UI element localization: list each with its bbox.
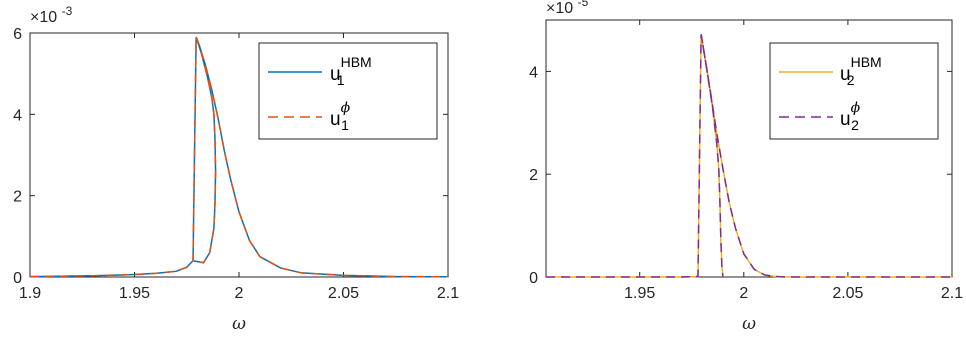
right-legend: uHBM 2 uϕ 2 bbox=[769, 42, 939, 140]
right-x-tick-label: 1.95 bbox=[624, 285, 655, 302]
left-series-phi-inner-branch bbox=[192, 36, 217, 264]
right-x-tick-label: 2 bbox=[739, 285, 748, 302]
left-x-tick-label: 2.05 bbox=[328, 285, 359, 302]
right-x-tick-label: 2.05 bbox=[832, 285, 863, 302]
left-x-tick-label: 1.9 bbox=[19, 285, 41, 302]
right-legend-box bbox=[769, 42, 939, 140]
right-x-axis-label: ω bbox=[742, 314, 756, 334]
right-chart: 1.95 2 2.05 2.1 0 2 4 ×10 -5 ω uHBM 2 uϕ 2 bbox=[529, 0, 963, 334]
right-series-phi-inner-branch bbox=[700, 34, 724, 278]
left-legend: uHBM 1 uϕ 1 bbox=[258, 42, 438, 140]
right-x-tick-label: 2.1 bbox=[941, 285, 963, 302]
right-y-tick-label: 0 bbox=[529, 270, 538, 287]
left-chart: 1.9 1.95 2 2.05 2.1 0 2 4 6 ×10 -3 ω uHBM 1 uϕ 1 bbox=[13, 4, 459, 334]
left-y-tick-label: 4 bbox=[13, 107, 22, 124]
left-y-tick-label: 2 bbox=[13, 189, 22, 206]
right-legend-entry-hbm: uHBM 2 bbox=[840, 54, 882, 88]
left-y-exponent: ×10 -3 bbox=[30, 4, 73, 26]
right-y-exponent: ×10 -5 bbox=[546, 0, 589, 17]
right-legend-entry-phi: uϕ 2 bbox=[840, 100, 861, 133]
left-x-tick-label: 2 bbox=[235, 285, 244, 302]
left-legend-entry-phi: uϕ 1 bbox=[330, 100, 351, 133]
right-y-tick-label: 4 bbox=[529, 64, 538, 81]
left-legend-box bbox=[258, 42, 438, 140]
left-series-phi-line bbox=[29, 36, 449, 278]
left-y-tick-label: 6 bbox=[13, 26, 22, 43]
left-x-axis-label: ω bbox=[232, 314, 246, 334]
left-x-tick-label: 2.1 bbox=[437, 285, 459, 302]
left-legend-entry-hbm: uHBM 1 bbox=[330, 54, 372, 88]
right-y-tick-label: 2 bbox=[529, 167, 538, 184]
right-series-phi-line bbox=[546, 34, 952, 278]
left-y-tick-label: 0 bbox=[13, 270, 22, 287]
left-x-tick-label: 1.95 bbox=[119, 285, 150, 302]
